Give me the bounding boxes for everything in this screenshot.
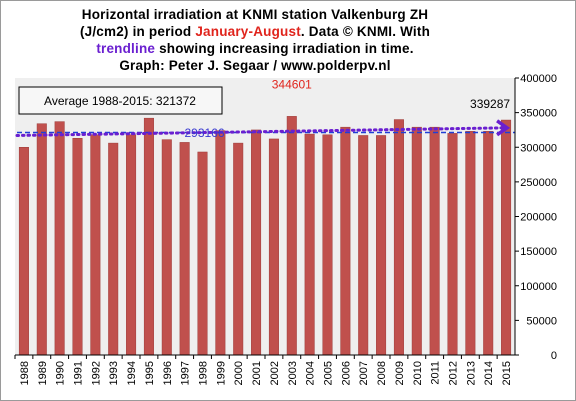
bar-2001 xyxy=(251,129,262,356)
axes: 0 50000 100000 150000 200000 250000 300000 3500… xyxy=(14,73,557,385)
title-line-1: Horizontal irradiation at KNMI station V… xyxy=(81,7,429,22)
bar-2010 xyxy=(411,126,422,356)
bar-1997 xyxy=(179,142,190,356)
x-tick-label: 1993 xyxy=(108,361,120,385)
bar-1992 xyxy=(90,134,101,356)
y-tick-label: 200000 xyxy=(520,212,557,224)
x-tick-label: 2015 xyxy=(501,361,513,385)
x-tick-label: 1997 xyxy=(180,361,192,385)
bar-2007 xyxy=(358,135,369,356)
y-tick-label: 400000 xyxy=(520,73,557,85)
x-tick-label: 1992 xyxy=(90,361,102,385)
bar-2008 xyxy=(376,135,387,356)
bar-1993 xyxy=(108,142,119,356)
x-tick-label: 2014 xyxy=(483,361,495,385)
bar-2015 xyxy=(501,119,512,356)
bar-2014 xyxy=(483,131,494,356)
y-tick-label: 250000 xyxy=(520,177,557,189)
bar-1989 xyxy=(36,123,47,356)
y-tick-label: 50000 xyxy=(526,315,557,327)
y-tick-label: 350000 xyxy=(520,108,557,120)
bar-1995 xyxy=(143,117,154,356)
bar-2011 xyxy=(429,126,440,356)
x-tick-label: 1996 xyxy=(162,361,174,385)
x-tick-label: 2003 xyxy=(287,361,299,385)
title-line-2-prefix: (J/cm2) in period xyxy=(79,24,196,39)
average-label-text: Average 1988-2015: 321372 xyxy=(44,94,196,108)
y-tick-label: 300000 xyxy=(520,142,557,154)
bar-1988 xyxy=(18,147,29,356)
bar-2005 xyxy=(322,134,333,356)
title-line-4: Graph: Peter J. Segaar / www.polderpv.nl xyxy=(119,58,391,73)
title-line-2: (J/cm2) in period January-August. Data ©… xyxy=(0,23,510,40)
bar-2006 xyxy=(340,126,351,356)
bar-1994 xyxy=(126,134,137,356)
bar-series xyxy=(18,116,512,356)
plot-area xyxy=(15,78,515,355)
annotation-min: 293166 xyxy=(184,126,224,140)
bar-2003 xyxy=(286,116,297,356)
bar-2009 xyxy=(393,119,404,356)
bar-2002 xyxy=(268,138,279,356)
x-tick-label: 2002 xyxy=(269,361,281,385)
x-tick-label: 1988 xyxy=(19,361,31,385)
annotations: 344601 293166 339287 xyxy=(184,77,510,140)
trendline xyxy=(15,119,511,137)
bar-1998 xyxy=(197,151,208,356)
annotation-last: 339287 xyxy=(470,97,510,111)
x-tick-label: 1999 xyxy=(215,361,227,385)
bar-1996 xyxy=(161,139,172,356)
y-tick-label: 0 xyxy=(551,350,557,362)
x-tick-label: 2009 xyxy=(394,361,406,385)
trend-arrowhead xyxy=(496,119,511,137)
y-tick-label: 100000 xyxy=(520,281,557,293)
title-line-2-suffix: . Data © KNMI. With xyxy=(300,24,431,39)
x-tick-label: 2000 xyxy=(233,361,245,385)
x-tick-label: 1991 xyxy=(73,361,85,385)
average-label-frame xyxy=(18,86,223,115)
x-tick-label: 2001 xyxy=(251,361,263,385)
x-tick-label: 2007 xyxy=(358,361,370,385)
title-period: January-August xyxy=(195,24,301,39)
title-line-3: trendline showing increasing irradiation… xyxy=(0,40,510,57)
trend-dotted-line xyxy=(15,126,505,137)
annotation-max: 344601 xyxy=(272,77,312,91)
x-tick-label: 1998 xyxy=(198,361,210,385)
x-tick-label: 2005 xyxy=(323,361,335,385)
bar-2004 xyxy=(304,133,315,356)
x-tick-label: 2006 xyxy=(340,361,352,385)
x-tick-label: 2008 xyxy=(376,361,388,385)
x-tick-label: 2011 xyxy=(430,361,442,385)
x-tick-label: 1989 xyxy=(37,361,49,385)
average-label-box: Average 1988-2015: 321372 xyxy=(18,86,223,115)
title-line-3-suffix: showing increasing irradiation in time. xyxy=(155,41,414,56)
x-tick-label: 2010 xyxy=(412,361,424,385)
bar-1990 xyxy=(54,121,65,356)
chart-title: Horizontal irradiation at KNMI station V… xyxy=(0,6,510,74)
bar-2013 xyxy=(465,131,476,356)
bar-2000 xyxy=(233,142,244,356)
x-tick-label: 1994 xyxy=(126,361,138,385)
x-tick-label: 2013 xyxy=(465,361,477,385)
x-tick-label: 1995 xyxy=(144,361,156,385)
x-tick-label: 2004 xyxy=(305,361,317,385)
title-trendline-word: trendline xyxy=(96,41,156,56)
x-tick-label: 2012 xyxy=(448,361,460,385)
y-tick-label: 150000 xyxy=(520,246,557,258)
bar-1999 xyxy=(215,130,226,356)
bar-1991 xyxy=(72,137,83,356)
bar-2012 xyxy=(447,133,458,356)
x-tick-label: 1990 xyxy=(55,361,67,385)
